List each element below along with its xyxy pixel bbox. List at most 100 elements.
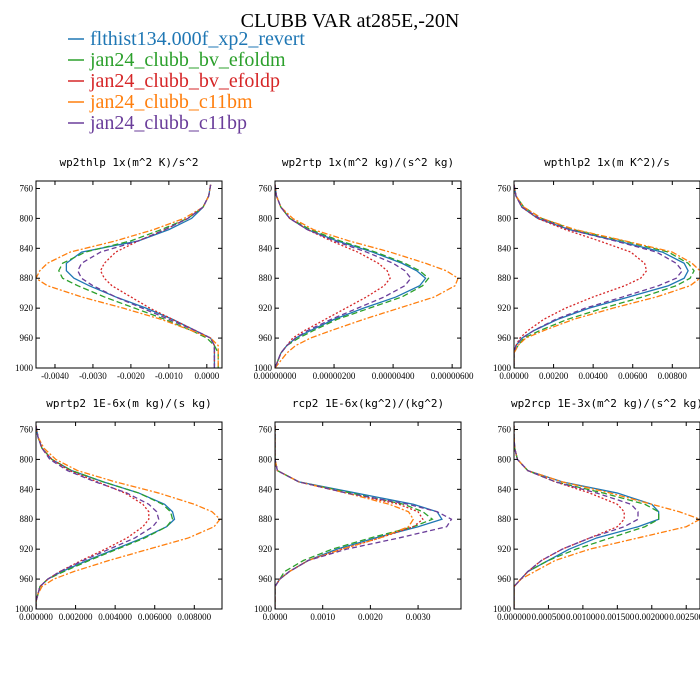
y-tick-label: 960	[20, 333, 34, 343]
chart-panel: wp2rcp 1E-3x(m^2 kg)/(s^2 kg) 760 800 840 88…	[493, 397, 700, 622]
y-tick-label: 760	[498, 424, 512, 434]
y-tick-label: 960	[259, 574, 273, 584]
x-tick-label: -0.0040	[41, 371, 69, 381]
x-tick-label: 0.0030	[406, 612, 431, 622]
panels: wp2thlp 1x(m^2 K)/s^2 760 800 840 880 920 960 1…	[15, 156, 700, 622]
series-line	[65, 184, 216, 368]
x-tick-label: 0.001000	[566, 612, 600, 622]
legend: flthist134.000f_xp2_revertjan24_clubb_bv…	[68, 28, 305, 134]
plot-frame	[513, 421, 700, 610]
y-tick-label: 960	[498, 333, 512, 343]
y-tick-label: 960	[259, 333, 273, 343]
x-tick-label: 0.006000	[138, 612, 172, 622]
series-line	[275, 184, 459, 368]
y-tick-label: 760	[20, 183, 34, 193]
y-tick-label: 880	[259, 514, 273, 524]
series-line	[36, 425, 221, 609]
y-tick-label: 920	[20, 303, 34, 313]
plot-frame	[35, 421, 223, 610]
panel-title: wp2rcp 1E-3x(m^2 kg)/(s^2 kg)	[511, 397, 700, 410]
series-line	[36, 184, 219, 368]
x-tick-label: 0.00000000	[254, 371, 297, 381]
legend-entry: jan24_clubb_c11bp	[89, 112, 247, 134]
series-line	[275, 184, 427, 368]
chart-panel: wp2thlp 1x(m^2 K)/s^2 760 800 840 880 920 960 1…	[15, 156, 223, 381]
y-tick-label: 920	[498, 303, 512, 313]
chart-panel: wpthlp2 1x(m K^2)/s 760 800 840 880 920 960 100…	[493, 156, 700, 381]
series-line	[514, 425, 625, 609]
x-tick-label: 0.00400	[579, 371, 609, 381]
series-line	[36, 425, 174, 609]
series-line	[514, 184, 648, 368]
x-tick-label: 0.00800	[658, 371, 688, 381]
x-tick-label: 0.00000	[499, 371, 529, 381]
y-tick-label: 1000	[15, 604, 34, 614]
x-tick-label: 0.002000	[59, 612, 93, 622]
x-tick-label: 0.00000600	[431, 371, 474, 381]
x-tick-label: 0.001500	[600, 612, 634, 622]
legend-entry: flthist134.000f_xp2_revert	[90, 28, 305, 50]
series-line	[514, 425, 660, 609]
chart-panel: wp2rtp 1x(m^2 kg)/(s^2 kg) 760 800 840 880 92…	[254, 156, 474, 381]
y-tick-label: 920	[259, 303, 273, 313]
panel-title: wpthlp2 1x(m K^2)/s	[544, 156, 670, 169]
x-tick-label: 0.0020	[358, 612, 383, 622]
series-line	[514, 425, 700, 609]
y-tick-label: 760	[498, 183, 512, 193]
chart-panel: wprtp2 1E-6x(m kg)/(s kg) 760 800 840 880 920…	[15, 397, 223, 622]
series-line	[275, 425, 415, 609]
series-line	[77, 184, 216, 368]
x-tick-label: 0.008000	[177, 612, 211, 622]
x-tick-label: 0.00000200	[313, 371, 356, 381]
series-line	[514, 184, 689, 368]
panel-title: wprtp2 1E-6x(m kg)/(s kg)	[46, 397, 212, 410]
series-line	[58, 184, 219, 368]
x-tick-label: -0.0010	[155, 371, 183, 381]
series-line	[36, 425, 160, 609]
y-tick-label: 1000	[493, 604, 512, 614]
series-line	[514, 425, 639, 609]
y-tick-label: 840	[259, 243, 273, 253]
plot-frame	[274, 421, 462, 610]
y-tick-label: 920	[259, 544, 273, 554]
plot-frame	[274, 180, 462, 369]
series-line	[514, 425, 660, 609]
x-tick-label: 0.00600	[618, 371, 648, 381]
series-line	[36, 425, 150, 609]
y-tick-label: 840	[20, 243, 34, 253]
y-tick-label: 840	[498, 484, 512, 494]
y-tick-label: 800	[20, 213, 34, 223]
x-tick-label: 0.000000	[19, 612, 53, 622]
chart-panel: rcp2 1E-6x(kg^2)/(kg^2) 760 800 840 880 920 96…	[254, 397, 462, 622]
series-line	[275, 184, 430, 368]
legend-entry: jan24_clubb_bv_efoldm	[89, 49, 286, 71]
x-tick-label: 0.002500	[669, 612, 700, 622]
legend-entry: jan24_clubb_bv_efoldp	[89, 70, 280, 92]
y-tick-label: 880	[498, 514, 512, 524]
y-tick-label: 760	[259, 424, 273, 434]
x-tick-label: -0.0030	[79, 371, 107, 381]
y-tick-label: 760	[20, 424, 34, 434]
y-tick-label: 1000	[254, 604, 273, 614]
x-tick-label: 0.00200	[539, 371, 569, 381]
y-tick-label: 760	[259, 183, 273, 193]
y-tick-label: 840	[259, 484, 273, 494]
series-line	[275, 184, 412, 368]
y-tick-label: 800	[498, 454, 512, 464]
series-line	[275, 425, 434, 609]
y-tick-label: 800	[20, 454, 34, 464]
x-tick-label: 0.00000400	[372, 371, 415, 381]
series-line	[275, 425, 453, 609]
x-tick-label: 0.0000	[194, 371, 219, 381]
x-tick-label: 0.004000	[98, 612, 132, 622]
series-line	[514, 184, 684, 368]
x-tick-label: 0.002000	[635, 612, 669, 622]
y-tick-label: 800	[259, 213, 273, 223]
series-line	[514, 184, 700, 368]
x-tick-label: 0.0010	[310, 612, 335, 622]
y-tick-label: 880	[498, 273, 512, 283]
y-tick-label: 880	[20, 514, 34, 524]
x-tick-label: -0.0020	[117, 371, 145, 381]
y-tick-label: 880	[20, 273, 34, 283]
y-tick-label: 880	[259, 273, 273, 283]
